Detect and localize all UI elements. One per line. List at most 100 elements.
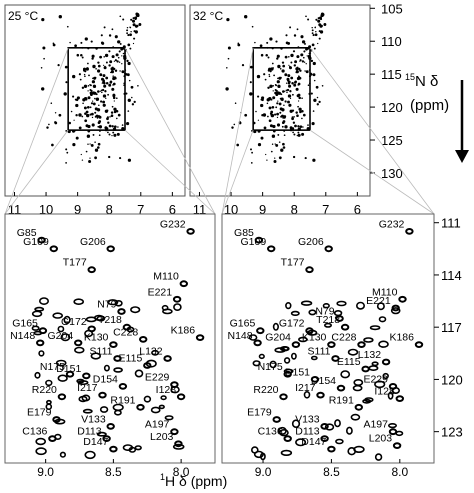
overview-peak <box>115 53 119 57</box>
overview-peak <box>281 69 285 73</box>
overview-peak <box>311 29 314 32</box>
overview-peak <box>278 141 281 143</box>
peak-D151 <box>82 372 91 380</box>
overview-peak <box>321 13 325 17</box>
overview-x-tick-label: 9 <box>259 202 266 217</box>
overview-peak <box>134 24 138 28</box>
overview-peak <box>105 76 109 80</box>
overview-peak <box>296 28 299 31</box>
overview-peak <box>272 90 274 92</box>
overview-peak <box>65 81 68 84</box>
overview-peak <box>285 34 288 37</box>
peak-label: E115 <box>119 353 143 365</box>
minor-peak <box>300 300 313 306</box>
peak-label: I128 <box>374 386 395 398</box>
overview-peak <box>58 15 62 19</box>
peak-T177 <box>305 266 314 274</box>
overview-peak <box>131 19 136 23</box>
overview-peak <box>275 106 278 109</box>
minor-peak <box>253 450 264 459</box>
overview-peak <box>103 26 106 29</box>
peak-label: D154 <box>311 375 336 387</box>
minor-peak <box>35 437 47 446</box>
overview-peak <box>97 142 101 146</box>
overview-peak <box>274 157 276 159</box>
overview-x-tick-label: 8 <box>106 202 113 217</box>
peak-L203 <box>392 442 402 450</box>
overview-peak <box>103 66 107 70</box>
peak-N148 <box>36 339 45 347</box>
zoom-x-tick-label: 8.5 <box>323 465 340 479</box>
overview-peak <box>70 110 73 113</box>
overview-peak <box>251 25 254 28</box>
overview-frame-25 <box>4 4 186 197</box>
minor-peak <box>252 360 261 367</box>
peak-E221 <box>172 295 182 303</box>
overview-peak <box>89 143 91 145</box>
minor-peak <box>334 419 341 428</box>
overview-peak <box>285 89 288 92</box>
peak-label: G85 <box>234 227 254 239</box>
n15-sup: 15 <box>405 72 415 82</box>
overview-peak <box>91 57 94 60</box>
overview-peak <box>100 100 103 103</box>
overview-peak <box>287 41 291 45</box>
zoom-y-tick-label: 120 <box>441 372 463 387</box>
overview-peak <box>279 97 282 100</box>
peak-G206 <box>106 245 115 253</box>
overview-peak <box>105 81 109 85</box>
overview-peak <box>286 88 290 92</box>
overview-peak <box>276 112 279 116</box>
overview-peak <box>271 105 275 109</box>
overview-peak <box>277 77 279 80</box>
overview-peak <box>277 91 282 95</box>
overview-peak <box>227 57 230 60</box>
overview-peak <box>287 100 290 104</box>
overview-peak <box>112 84 114 86</box>
overview-peak <box>90 40 93 43</box>
zoom-guide-line <box>221 47 254 215</box>
overview-peak <box>269 37 273 41</box>
overview-peak <box>108 64 111 67</box>
overview-peak <box>68 121 72 125</box>
minor-peak <box>378 340 389 348</box>
peak-label: E229 <box>145 372 170 384</box>
zoom-x-tick-label: 8.0 <box>173 465 190 479</box>
peak-I217 <box>316 391 325 399</box>
overview-peak <box>315 85 319 89</box>
overview-peak <box>303 50 306 53</box>
minor-peak <box>323 322 332 328</box>
overview-peak <box>288 56 290 58</box>
peak-label: C136 <box>22 426 47 438</box>
overview-peak <box>257 95 260 98</box>
minor-peak <box>278 429 289 437</box>
overview-peak <box>291 93 294 96</box>
overview-peak <box>274 113 277 116</box>
peak-label: C136 <box>258 426 283 438</box>
peak-R220 <box>57 393 67 401</box>
zoom-guide-line <box>124 129 216 215</box>
peak-label: N148 <box>10 330 35 342</box>
peak-E115 <box>361 365 370 373</box>
peak-label: T218 <box>316 314 340 326</box>
overview-peak <box>121 55 123 57</box>
overview-peak <box>95 93 98 96</box>
overview-peak <box>91 116 94 119</box>
overview-peak <box>101 88 105 92</box>
overview-peak <box>323 23 327 26</box>
overview-peak <box>234 102 237 104</box>
overview-peak <box>277 64 281 69</box>
overview-peak <box>310 92 313 95</box>
overview-peak <box>64 65 68 69</box>
peak-label: A197 <box>145 419 170 431</box>
overview-peak <box>103 81 106 85</box>
overview-peak <box>108 83 112 87</box>
overview-peak <box>282 120 286 123</box>
overview-peak <box>233 123 236 126</box>
peak-G109 <box>267 245 276 253</box>
peak-V133 <box>106 423 115 430</box>
minor-peak <box>31 325 40 331</box>
overview-peak <box>301 132 305 136</box>
overview-peak <box>98 134 101 137</box>
overview-peak <box>279 67 282 70</box>
